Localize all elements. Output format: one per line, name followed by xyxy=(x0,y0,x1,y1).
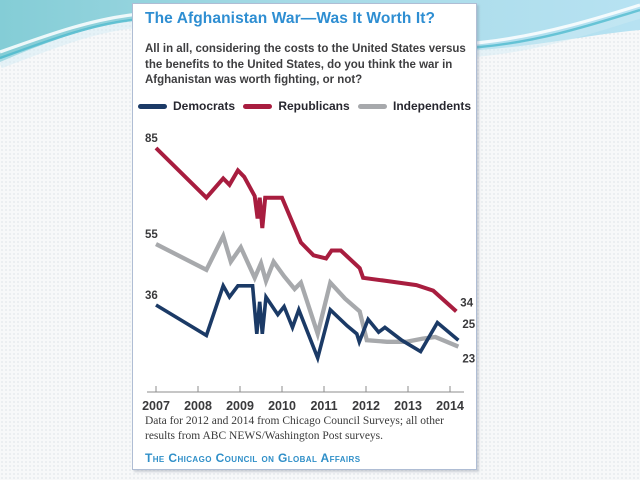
source-footnote: Data for 2012 and 2014 from Chicago Coun… xyxy=(145,414,469,443)
legend: Democrats Republicans Independents xyxy=(138,99,471,113)
legend-swatch xyxy=(138,103,167,109)
footnote-line-1: Data for 2012 and 2014 from Chicago Coun… xyxy=(145,415,444,427)
chart-canvas: 2007 2008 2009 2010 2011 2012 2013 2014 36 25 85 34… xyxy=(142,133,476,413)
subtitle-line-1: All in all, considering the costs to the… xyxy=(145,43,466,55)
x-tick-label: 2013 xyxy=(394,399,422,413)
chart-card: The Afghanistan War—Was It Worth It? All… xyxy=(132,3,477,470)
legend-item-republicans: Republicans xyxy=(243,99,350,113)
x-tick-label: 2008 xyxy=(184,399,212,413)
end-value-label-republicans: 34 xyxy=(460,297,473,309)
legend-label: Republicans xyxy=(278,99,350,113)
footnote-line-2: results from ABC NEWS/Washington Post su… xyxy=(145,429,384,442)
x-tick-label: 2009 xyxy=(226,399,254,413)
x-tick-label: 2014 xyxy=(436,399,464,413)
x-tick-label: 2010 xyxy=(268,399,296,413)
legend-item-democrats: Democrats xyxy=(138,99,235,113)
chart-subtitle: All in all, considering the costs to the… xyxy=(145,42,471,89)
start-value-label-democrats: 36 xyxy=(145,290,158,302)
subtitle-line-2: the benefits to the United States, do yo… xyxy=(145,58,453,71)
legend-item-independents: Independents xyxy=(357,99,471,113)
x-tick-label: 2007 xyxy=(142,399,170,413)
series-line-republicans xyxy=(154,146,458,313)
legend-swatch xyxy=(243,103,273,109)
legend-label: Independents xyxy=(392,99,471,113)
series-line-democrats xyxy=(155,281,460,364)
chart-title: The Afghanistan War—Was It Worth It? xyxy=(145,10,436,27)
series-line-independents xyxy=(155,230,460,349)
start-value-label-republicans: 85 xyxy=(145,133,158,145)
brand-signature: The Chicago Council on Global Affairs xyxy=(145,451,361,465)
x-tick-label: 2012 xyxy=(352,399,380,413)
end-value-label-democrats: 25 xyxy=(462,319,475,331)
legend-swatch xyxy=(357,103,387,109)
legend-label: Democrats xyxy=(173,99,236,113)
x-tick-label: 2011 xyxy=(310,399,337,413)
end-value-label-independents: 23 xyxy=(462,354,475,366)
subtitle-line-3: Afghanistan was worth fighting, or not? xyxy=(145,74,363,86)
start-value-label-independents: 55 xyxy=(145,229,158,241)
